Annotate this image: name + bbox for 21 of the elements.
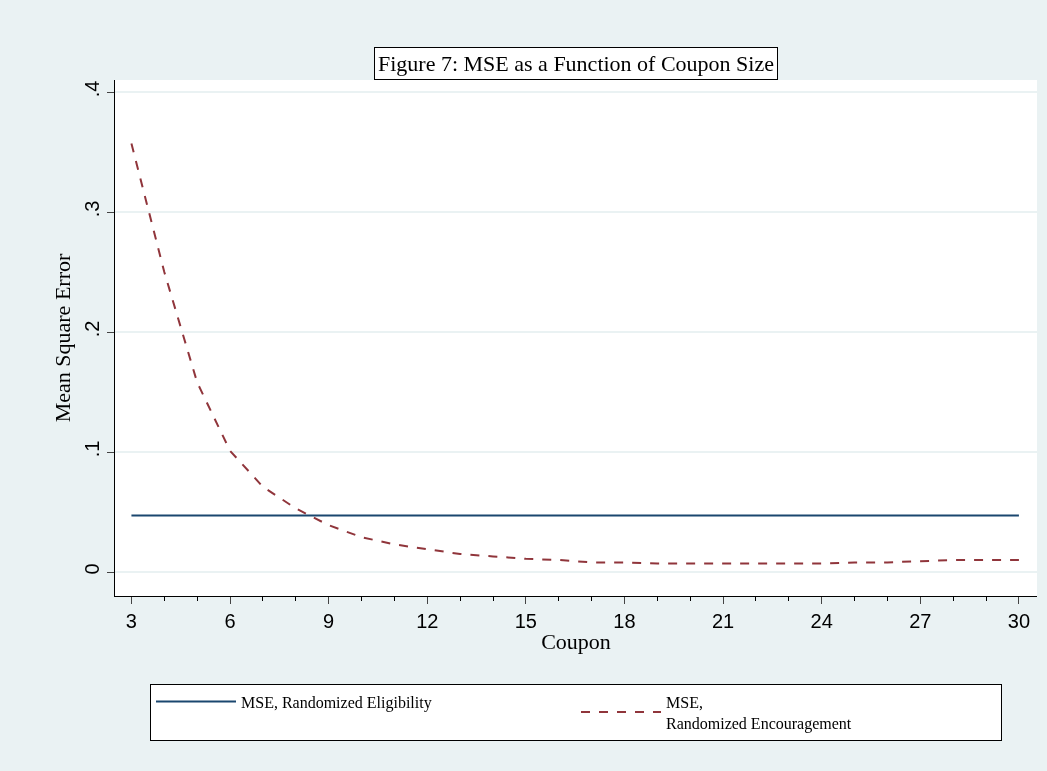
x-tick-label: 6 (224, 610, 236, 632)
x-tick-label: 27 (909, 610, 932, 632)
x-tick-label: 30 (1007, 610, 1031, 632)
x-tick-label: 24 (810, 610, 833, 632)
y-tick-label: .4 (81, 80, 103, 98)
x-tick-label: 18 (613, 610, 636, 632)
x-tick-label: 21 (711, 610, 735, 632)
chart-title: Figure 7: MSE as a Function of Coupon Size (378, 51, 774, 76)
y-tick-label: .2 (81, 320, 103, 338)
x-tick-label: 3 (125, 610, 137, 632)
x-tick-label: 15 (514, 610, 537, 632)
legend-label: MSE, Randomized Eligibility (241, 693, 432, 712)
line-series (130, 142, 1020, 565)
x-axis-title: Coupon (541, 628, 611, 654)
y-tick-label: 0 (81, 563, 103, 575)
y-tick-label: .3 (81, 200, 103, 218)
legend-label: MSE, Randomized Encouragement (666, 693, 852, 733)
y-tick-label: .1 (81, 440, 103, 458)
x-tick-label: 9 (323, 610, 335, 632)
y-axis-title: Mean Square Error (49, 253, 75, 423)
x-tick-label: 12 (416, 610, 439, 632)
